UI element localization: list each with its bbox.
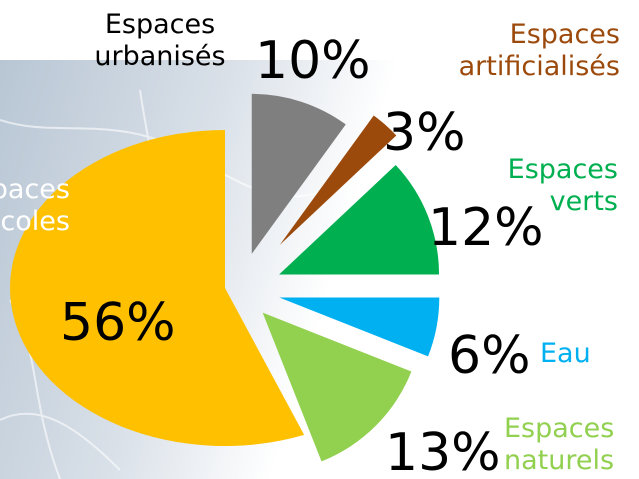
chart: 10%Espacesurbanisés3%Espacesartificialis… xyxy=(0,0,639,479)
value-label: 6% xyxy=(448,326,531,386)
category-label: naturels xyxy=(504,445,614,476)
value-label: 3% xyxy=(383,103,466,163)
category-label: verts xyxy=(550,186,618,217)
value-label: 56% xyxy=(60,293,176,353)
category-label: Espaces xyxy=(508,154,618,185)
category-label: urbanisés xyxy=(94,41,225,72)
category-label: agricoles xyxy=(0,206,70,237)
value-label: 10% xyxy=(255,31,371,91)
category-label: artificialisés xyxy=(459,51,620,82)
category-label: Espaces xyxy=(0,174,70,205)
category-label: Eau xyxy=(540,338,591,369)
category-label: Espaces xyxy=(510,19,620,50)
category-label: Espaces xyxy=(504,413,614,444)
category-label: Espaces xyxy=(105,9,215,40)
value-label: 12% xyxy=(428,198,544,258)
value-label: 13% xyxy=(385,423,501,479)
